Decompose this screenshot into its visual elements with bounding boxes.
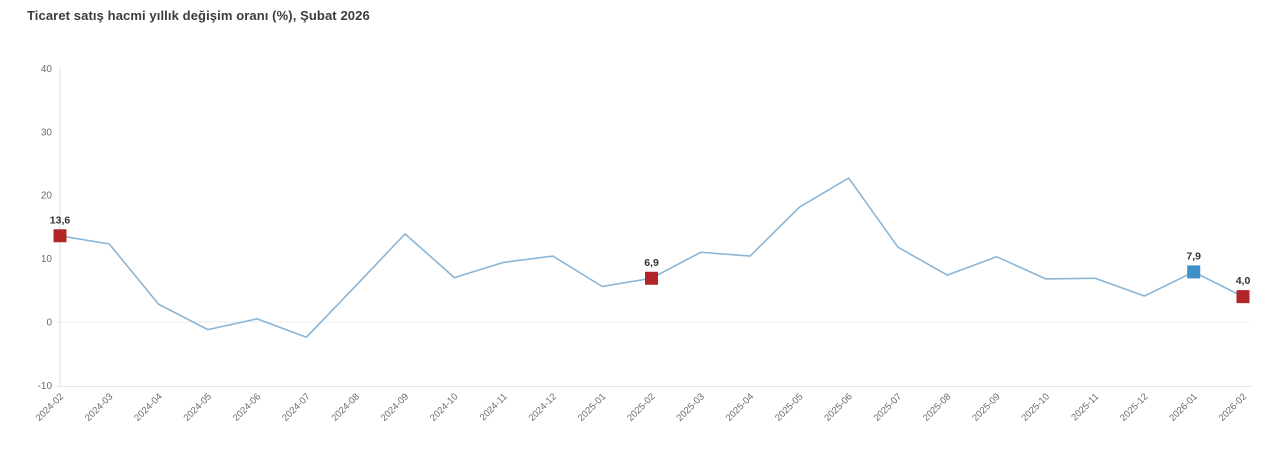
x-tick-label: 2026-01 bbox=[1167, 391, 1199, 423]
y-tick-label: 40 bbox=[41, 64, 53, 75]
x-tick-label: 2025-07 bbox=[872, 391, 904, 423]
y-tick-label: 10 bbox=[41, 254, 53, 265]
data-point-marker[interactable] bbox=[53, 229, 67, 243]
y-tick-label: -10 bbox=[38, 381, 53, 392]
x-tick-label: 2025-11 bbox=[1069, 391, 1101, 423]
x-tick-label: 2024-12 bbox=[527, 391, 559, 423]
x-tick-label: 2025-06 bbox=[822, 391, 854, 423]
x-tick-label: 2025-09 bbox=[970, 391, 1002, 423]
data-point-label: 6,9 bbox=[644, 257, 659, 269]
x-tick-label: 2024-02 bbox=[34, 391, 66, 423]
x-tick-label: 2024-06 bbox=[231, 391, 263, 423]
y-tick-label: 20 bbox=[41, 191, 53, 202]
x-tick-label: 2025-05 bbox=[773, 391, 805, 423]
x-tick-label: 2025-08 bbox=[921, 391, 953, 423]
data-point-label: 7,9 bbox=[1186, 250, 1201, 262]
x-tick-label: 2025-01 bbox=[576, 391, 608, 423]
y-tick-label: 0 bbox=[46, 318, 52, 329]
x-tick-label: 2024-09 bbox=[379, 391, 411, 423]
chart-title: Ticaret satış hacmi yıllık değişim oranı… bbox=[27, 8, 370, 23]
x-tick-label: 2026-02 bbox=[1217, 391, 1249, 423]
data-point-marker[interactable] bbox=[1187, 265, 1201, 279]
x-tick-label: 2024-07 bbox=[280, 391, 312, 423]
x-tick-label: 2025-04 bbox=[724, 391, 756, 423]
x-tick-label: 2024-10 bbox=[428, 391, 460, 423]
x-tick-label: 2025-10 bbox=[1020, 391, 1052, 423]
x-tick-label: 2025-12 bbox=[1118, 391, 1150, 423]
x-tick-label: 2024-04 bbox=[132, 391, 164, 423]
y-tick-label: 30 bbox=[41, 127, 53, 138]
data-point-label: 4,0 bbox=[1236, 275, 1251, 287]
data-point-marker[interactable] bbox=[1236, 290, 1250, 304]
x-tick-label: 2024-03 bbox=[83, 391, 115, 423]
x-tick-label: 2025-03 bbox=[674, 391, 706, 423]
x-tick-label: 2025-02 bbox=[625, 391, 657, 423]
x-tick-label: 2024-08 bbox=[329, 391, 361, 423]
data-point-label: 13,6 bbox=[50, 214, 71, 226]
data-point-marker[interactable] bbox=[645, 271, 658, 285]
x-tick-label: 2024-05 bbox=[182, 391, 214, 423]
x-tick-label: 2024-11 bbox=[478, 391, 510, 423]
